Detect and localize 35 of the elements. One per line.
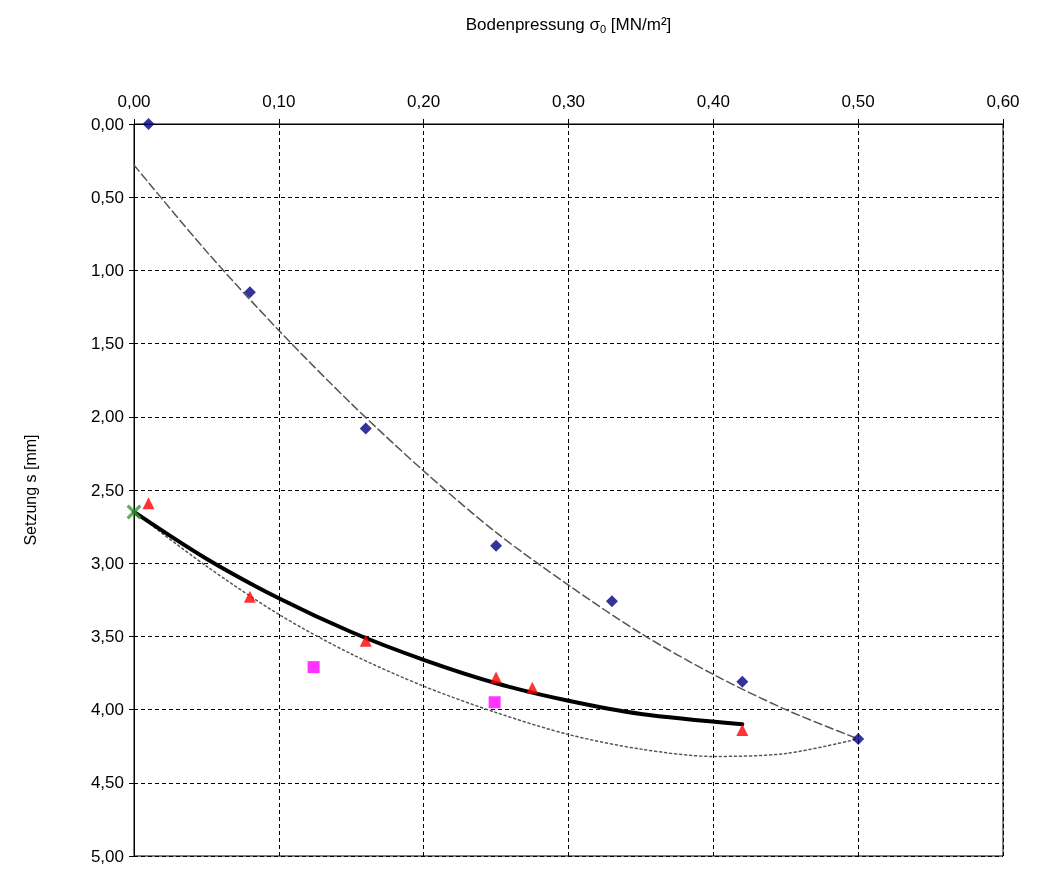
point: [126, 504, 142, 520]
point: [605, 595, 618, 608]
x-tick-label: 0,60: [986, 92, 1020, 111]
point: [488, 696, 501, 709]
x-tick-label: 0,40: [696, 92, 730, 111]
x-tick-label: 0,00: [117, 92, 151, 111]
y-tick-label: 5,00: [90, 846, 124, 866]
y-tick-label: 1,00: [90, 260, 124, 280]
point: [736, 724, 749, 737]
y-tick-label: 2,50: [90, 480, 124, 500]
x-tick-label: 0,30: [551, 92, 586, 111]
point: [490, 539, 503, 552]
point: [526, 681, 539, 694]
y-axis-title: Setzung s [mm]: [21, 434, 39, 546]
y-tick-label: 2,00: [90, 407, 124, 427]
point: [359, 422, 372, 435]
point: [243, 590, 256, 603]
point: [243, 286, 256, 299]
point: [142, 118, 155, 130]
point: [142, 497, 155, 510]
y-tick-label: 0,00: [90, 114, 124, 134]
y-tick-label: 4,00: [90, 700, 124, 720]
point: [490, 671, 503, 684]
x-tick-label: 0,50: [841, 92, 875, 111]
point: [307, 661, 320, 674]
x-tick-label: 0,20: [407, 92, 441, 111]
y-tick-label: 3,50: [90, 626, 124, 646]
y-tick-label: 1,50: [90, 334, 124, 354]
point: [736, 675, 749, 688]
y-tick-label: 3,00: [90, 553, 124, 573]
y-tick-label: 4,50: [90, 773, 124, 793]
x-tick-label: 0,10: [262, 92, 296, 111]
point: [359, 634, 372, 647]
point: [852, 732, 865, 745]
y-tick-label: 0,50: [90, 187, 124, 207]
